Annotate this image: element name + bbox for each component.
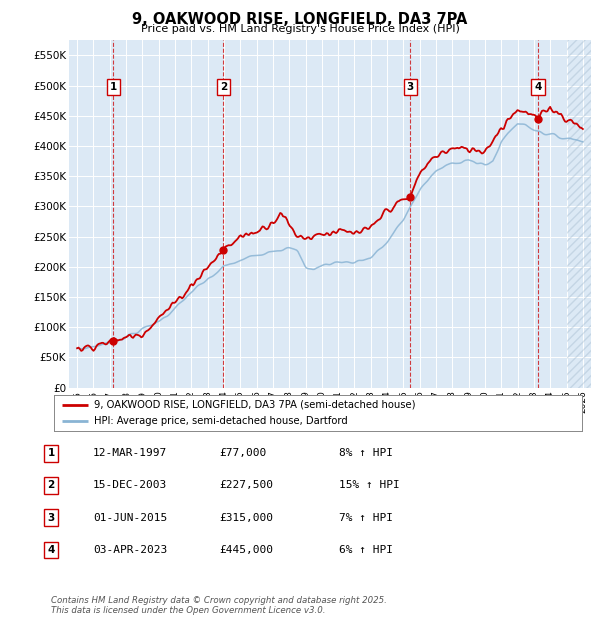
Text: 4: 4 bbox=[47, 545, 55, 555]
Text: £77,000: £77,000 bbox=[219, 448, 266, 458]
Text: 7% ↑ HPI: 7% ↑ HPI bbox=[339, 513, 393, 523]
Text: £315,000: £315,000 bbox=[219, 513, 273, 523]
Text: HPI: Average price, semi-detached house, Dartford: HPI: Average price, semi-detached house,… bbox=[94, 416, 347, 426]
Text: 9, OAKWOOD RISE, LONGFIELD, DA3 7PA: 9, OAKWOOD RISE, LONGFIELD, DA3 7PA bbox=[133, 12, 467, 27]
Text: £227,500: £227,500 bbox=[219, 480, 273, 490]
Text: Price paid vs. HM Land Registry's House Price Index (HPI): Price paid vs. HM Land Registry's House … bbox=[140, 24, 460, 33]
Text: 12-MAR-1997: 12-MAR-1997 bbox=[93, 448, 167, 458]
Text: 3: 3 bbox=[47, 513, 55, 523]
Text: 1: 1 bbox=[47, 448, 55, 458]
Text: 15-DEC-2003: 15-DEC-2003 bbox=[93, 480, 167, 490]
Text: 4: 4 bbox=[534, 82, 542, 92]
Text: 2: 2 bbox=[47, 480, 55, 490]
Text: £445,000: £445,000 bbox=[219, 545, 273, 555]
Bar bbox=[566, 40, 591, 388]
Text: 15% ↑ HPI: 15% ↑ HPI bbox=[339, 480, 400, 490]
Text: 2: 2 bbox=[220, 82, 227, 92]
Bar bbox=[566, 40, 591, 388]
Text: 9, OAKWOOD RISE, LONGFIELD, DA3 7PA (semi-detached house): 9, OAKWOOD RISE, LONGFIELD, DA3 7PA (sem… bbox=[94, 400, 415, 410]
Text: 6% ↑ HPI: 6% ↑ HPI bbox=[339, 545, 393, 555]
Text: 8% ↑ HPI: 8% ↑ HPI bbox=[339, 448, 393, 458]
Text: 01-JUN-2015: 01-JUN-2015 bbox=[93, 513, 167, 523]
Text: 03-APR-2023: 03-APR-2023 bbox=[93, 545, 167, 555]
Text: Contains HM Land Registry data © Crown copyright and database right 2025.
This d: Contains HM Land Registry data © Crown c… bbox=[51, 596, 387, 615]
Text: 1: 1 bbox=[109, 82, 116, 92]
Text: 3: 3 bbox=[407, 82, 414, 92]
